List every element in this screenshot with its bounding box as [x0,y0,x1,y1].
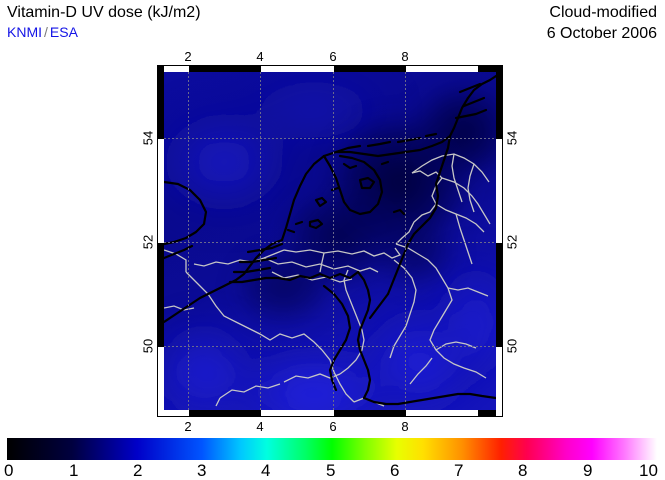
agency-credit: KNMI / ESA [7,23,427,42]
axis-label-bottom-lon-8: 8 [401,419,409,434]
agency-separator: / [44,24,48,40]
axis-label-left-lat-54: 54 [140,130,156,146]
map-ruler-bottom [158,410,502,416]
colorbar-tick-5: 5 [326,461,336,480]
colorbar-tick-1: 1 [69,461,79,480]
uv-dose-map [157,65,503,417]
map-svg [164,72,496,410]
agency-knmi-label: KNMI [7,24,42,40]
colorbar-tick-0: 0 [4,461,14,480]
product-date-label: 6 October 2006 [546,25,657,42]
colorbar-tick-2: 2 [133,461,143,480]
agency-esa-label: ESA [49,24,78,40]
colorbar-tick-3: 3 [197,461,207,480]
map-ruler-right [496,66,502,416]
axis-label-right-lat-54: 54 [504,130,520,146]
axis-label-left-lat-50: 50 [140,338,156,354]
map-raster-canvas [164,72,496,410]
header-right-block: Cloud-modified 6 October 2006 [547,2,657,44]
colorbar-gradient [7,438,657,460]
map-ruler-top [158,66,502,72]
product-mode-label: Cloud-modified [549,4,657,21]
axis-label-bottom-lon-6: 6 [329,419,337,434]
axis-label-top-lon-6: 6 [329,49,337,64]
axis-label-right-lat-52: 52 [504,234,520,250]
axis-label-top-lon-4: 4 [256,49,264,64]
colorbar-tick-10: 10 [639,461,658,480]
axis-label-top-lon-2: 2 [184,49,192,64]
axis-label-top-lon-8: 8 [401,49,409,64]
axis-label-left-lat-52: 52 [140,234,156,250]
axis-label-bottom-lon-4: 4 [256,419,264,434]
colorbar [7,438,657,460]
colorbar-tick-7: 7 [454,461,464,480]
page-title: Vitamin-D UV dose (kJ/m2) [7,4,201,21]
colorbar-tick-9: 9 [583,461,593,480]
header-left-block: Vitamin-D UV dose (kJ/m2) KNMI / ESA [7,2,427,42]
colorbar-tick-8: 8 [518,461,528,480]
colorbar-tick-6: 6 [390,461,400,480]
coastlines [164,74,496,406]
axis-label-right-lat-50: 50 [504,338,520,354]
axis-label-bottom-lon-2: 2 [184,419,192,434]
map-ruler-left [158,66,164,416]
map-frame [157,65,503,417]
colorbar-tick-4: 4 [261,461,271,480]
